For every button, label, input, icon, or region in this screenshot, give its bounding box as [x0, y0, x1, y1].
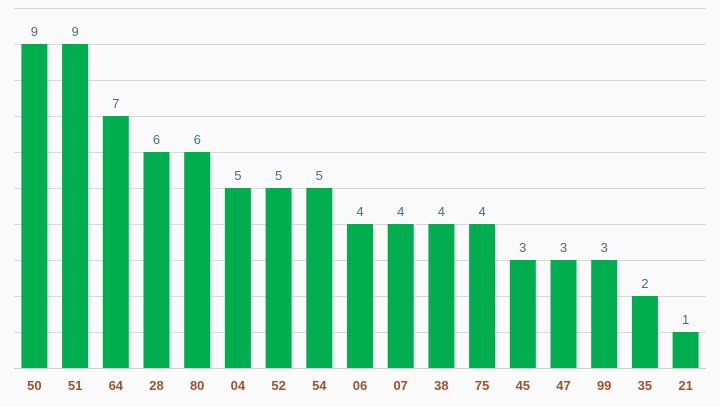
- data-label: 1: [682, 312, 689, 327]
- data-label: 4: [356, 204, 363, 219]
- x-tick-label: 99: [597, 378, 611, 393]
- data-label: 9: [31, 24, 38, 39]
- x-tick-label: 07: [393, 378, 407, 393]
- bar: [306, 188, 333, 368]
- bar: [224, 188, 251, 368]
- bar: [591, 260, 618, 368]
- x-tick-labels: 50 51 64 28 80 04 52 54 06 07 38 75 45 47 99 35 21: [27, 378, 693, 393]
- bars: [21, 44, 699, 368]
- x-tick-label: 80: [190, 378, 204, 393]
- x-tick-label: 45: [516, 378, 530, 393]
- data-label: 5: [316, 168, 323, 183]
- value-labels: 9 9 7 6 6 5 5 5 4 4 4 4 3 3 3 2 1: [31, 24, 689, 327]
- bar: [469, 224, 496, 368]
- data-label: 5: [275, 168, 282, 183]
- data-label: 3: [519, 240, 526, 255]
- x-tick-label: 75: [475, 378, 489, 393]
- bar: [102, 116, 129, 368]
- bar: [509, 260, 536, 368]
- x-tick-label: 38: [434, 378, 448, 393]
- gridlines: [14, 8, 706, 333]
- x-tick-label: 50: [27, 378, 41, 393]
- bar: [184, 152, 211, 368]
- data-label: 4: [438, 204, 445, 219]
- x-tick-label: 54: [312, 378, 327, 393]
- bar: [428, 224, 455, 368]
- data-label: 4: [478, 204, 485, 219]
- data-label: 6: [153, 132, 160, 147]
- data-label: 6: [194, 132, 201, 147]
- data-label: 2: [641, 276, 648, 291]
- data-label: 5: [234, 168, 241, 183]
- bar: [387, 224, 414, 368]
- x-tick-label: 35: [638, 378, 652, 393]
- bar: [347, 224, 373, 368]
- x-tick-label: 52: [271, 378, 285, 393]
- x-tick-label: 28: [149, 378, 163, 393]
- data-label: 7: [112, 96, 119, 111]
- bar: [62, 44, 89, 368]
- data-label: 3: [560, 240, 567, 255]
- bar: [21, 44, 48, 368]
- bar: [631, 296, 658, 368]
- x-tick-label: 06: [353, 378, 367, 393]
- data-label: 9: [71, 24, 78, 39]
- x-tick-label: 04: [231, 378, 246, 393]
- x-tick-label: 47: [556, 378, 570, 393]
- x-tick-label: 51: [68, 378, 82, 393]
- bar: [672, 332, 699, 368]
- bar: [550, 260, 577, 368]
- data-label: 4: [397, 204, 404, 219]
- bar: [265, 188, 292, 368]
- x-tick-label: 21: [678, 378, 692, 393]
- bar: [143, 152, 170, 368]
- data-label: 3: [601, 240, 608, 255]
- x-tick-label: 64: [109, 378, 124, 393]
